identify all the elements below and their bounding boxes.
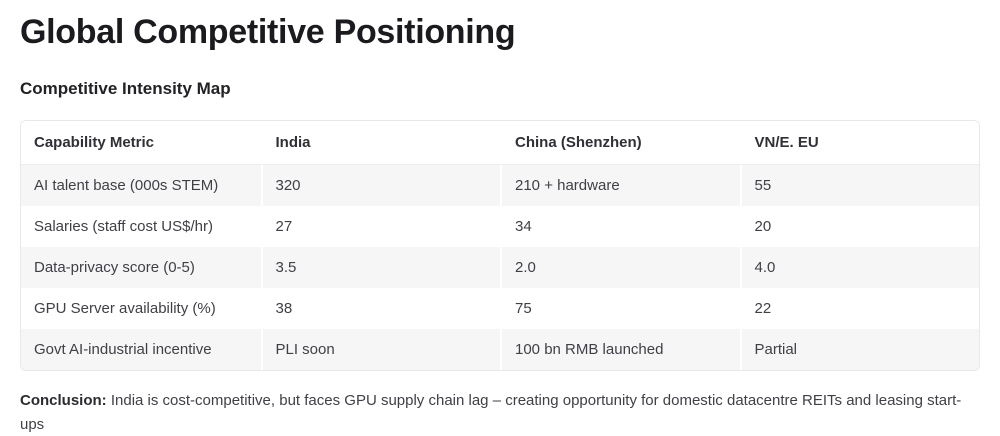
- china-value-cell: 34: [500, 206, 740, 248]
- india-value-cell: 320: [260, 165, 500, 207]
- conclusion-text: India is cost-competitive, but faces GPU…: [20, 392, 962, 434]
- competitive-intensity-table: Capability Metric India China (Shenzhen)…: [20, 120, 980, 372]
- table-row: Data-privacy score (0-5) 3.5 2.0 4.0: [21, 247, 979, 289]
- conclusion-paragraph: Conclusion: India is cost-competitive, b…: [20, 389, 980, 436]
- metric-label-cell: GPU Server availability (%): [21, 288, 261, 330]
- metric-label-cell: Govt AI-industrial incentive: [21, 329, 261, 371]
- india-value-cell: 27: [260, 206, 500, 248]
- china-value-cell: 100 bn RMB launched: [500, 329, 740, 371]
- metric-label-cell: Data-privacy score (0-5): [21, 247, 261, 289]
- column-header-vn-e-eu: VN/E. EU: [739, 121, 979, 166]
- column-header-capability-metric: Capability Metric: [21, 121, 261, 166]
- vn-eu-value-cell: 55: [739, 165, 979, 207]
- vn-eu-value-cell: 4.0: [739, 247, 979, 289]
- india-value-cell: 3.5: [260, 247, 500, 289]
- india-value-cell: PLI soon: [260, 329, 500, 371]
- table-row: GPU Server availability (%) 38 75 22: [21, 288, 979, 330]
- metric-label-cell: Salaries (staff cost US$/hr): [21, 206, 261, 248]
- page-title: Global Competitive Positioning: [20, 13, 516, 51]
- table-row: Salaries (staff cost US$/hr) 27 34 20: [21, 206, 979, 248]
- china-value-cell: 210 + hardware: [500, 165, 740, 207]
- india-value-cell: 38: [260, 288, 500, 330]
- vn-eu-value-cell: 20: [739, 206, 979, 248]
- section-heading: Competitive Intensity Map: [20, 79, 231, 99]
- table-header-row: Capability Metric India China (Shenzhen)…: [21, 121, 979, 166]
- table-row: Govt AI-industrial incentive PLI soon 10…: [21, 329, 979, 371]
- column-header-china-shenzhen: China (Shenzhen): [500, 121, 740, 166]
- vn-eu-value-cell: Partial: [739, 329, 979, 371]
- metric-label-cell: AI talent base (000s STEM): [21, 165, 261, 207]
- column-header-india: India: [260, 121, 500, 166]
- china-value-cell: 2.0: [500, 247, 740, 289]
- report-page: Global Competitive Positioning Competiti…: [0, 14, 1000, 436]
- vn-eu-value-cell: 22: [739, 288, 979, 330]
- conclusion-label: Conclusion:: [20, 392, 107, 410]
- china-value-cell: 75: [500, 288, 740, 330]
- table-row: AI talent base (000s STEM) 320 210 + har…: [21, 165, 979, 207]
